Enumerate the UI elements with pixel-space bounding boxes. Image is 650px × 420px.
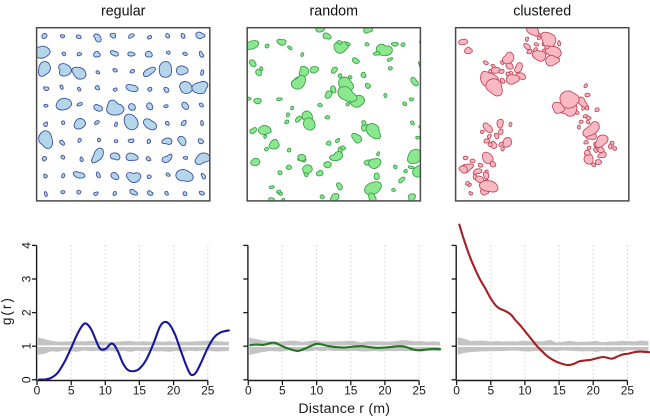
svg-text:g(r): g(r) [0, 296, 14, 325]
svg-text:5: 5 [279, 384, 286, 398]
svg-text:20: 20 [167, 384, 181, 398]
svg-text:3: 3 [20, 275, 34, 282]
svg-text:2: 2 [20, 309, 34, 316]
svg-text:10: 10 [310, 384, 324, 398]
svg-text:random: random [310, 3, 358, 19]
svg-text:25: 25 [412, 384, 426, 398]
svg-text:0: 0 [245, 384, 252, 398]
svg-text:15: 15 [133, 384, 147, 398]
svg-text:25: 25 [621, 384, 635, 398]
svg-text:5: 5 [68, 384, 75, 398]
svg-text:0: 0 [453, 384, 460, 398]
svg-text:20: 20 [378, 384, 392, 398]
svg-text:0: 0 [20, 376, 34, 383]
svg-text:Distance r (m): Distance r (m) [298, 401, 390, 417]
svg-text:25: 25 [201, 384, 215, 398]
svg-text:10: 10 [518, 384, 532, 398]
svg-text:15: 15 [344, 384, 358, 398]
svg-text:clustered: clustered [513, 3, 571, 19]
svg-text:5: 5 [487, 384, 494, 398]
svg-text:1: 1 [20, 343, 34, 350]
svg-text:4: 4 [20, 242, 34, 249]
svg-text:10: 10 [99, 384, 113, 398]
svg-text:regular: regular [101, 3, 146, 19]
svg-text:0: 0 [34, 384, 41, 398]
svg-text:15: 15 [552, 384, 566, 398]
svg-text:20: 20 [587, 384, 601, 398]
